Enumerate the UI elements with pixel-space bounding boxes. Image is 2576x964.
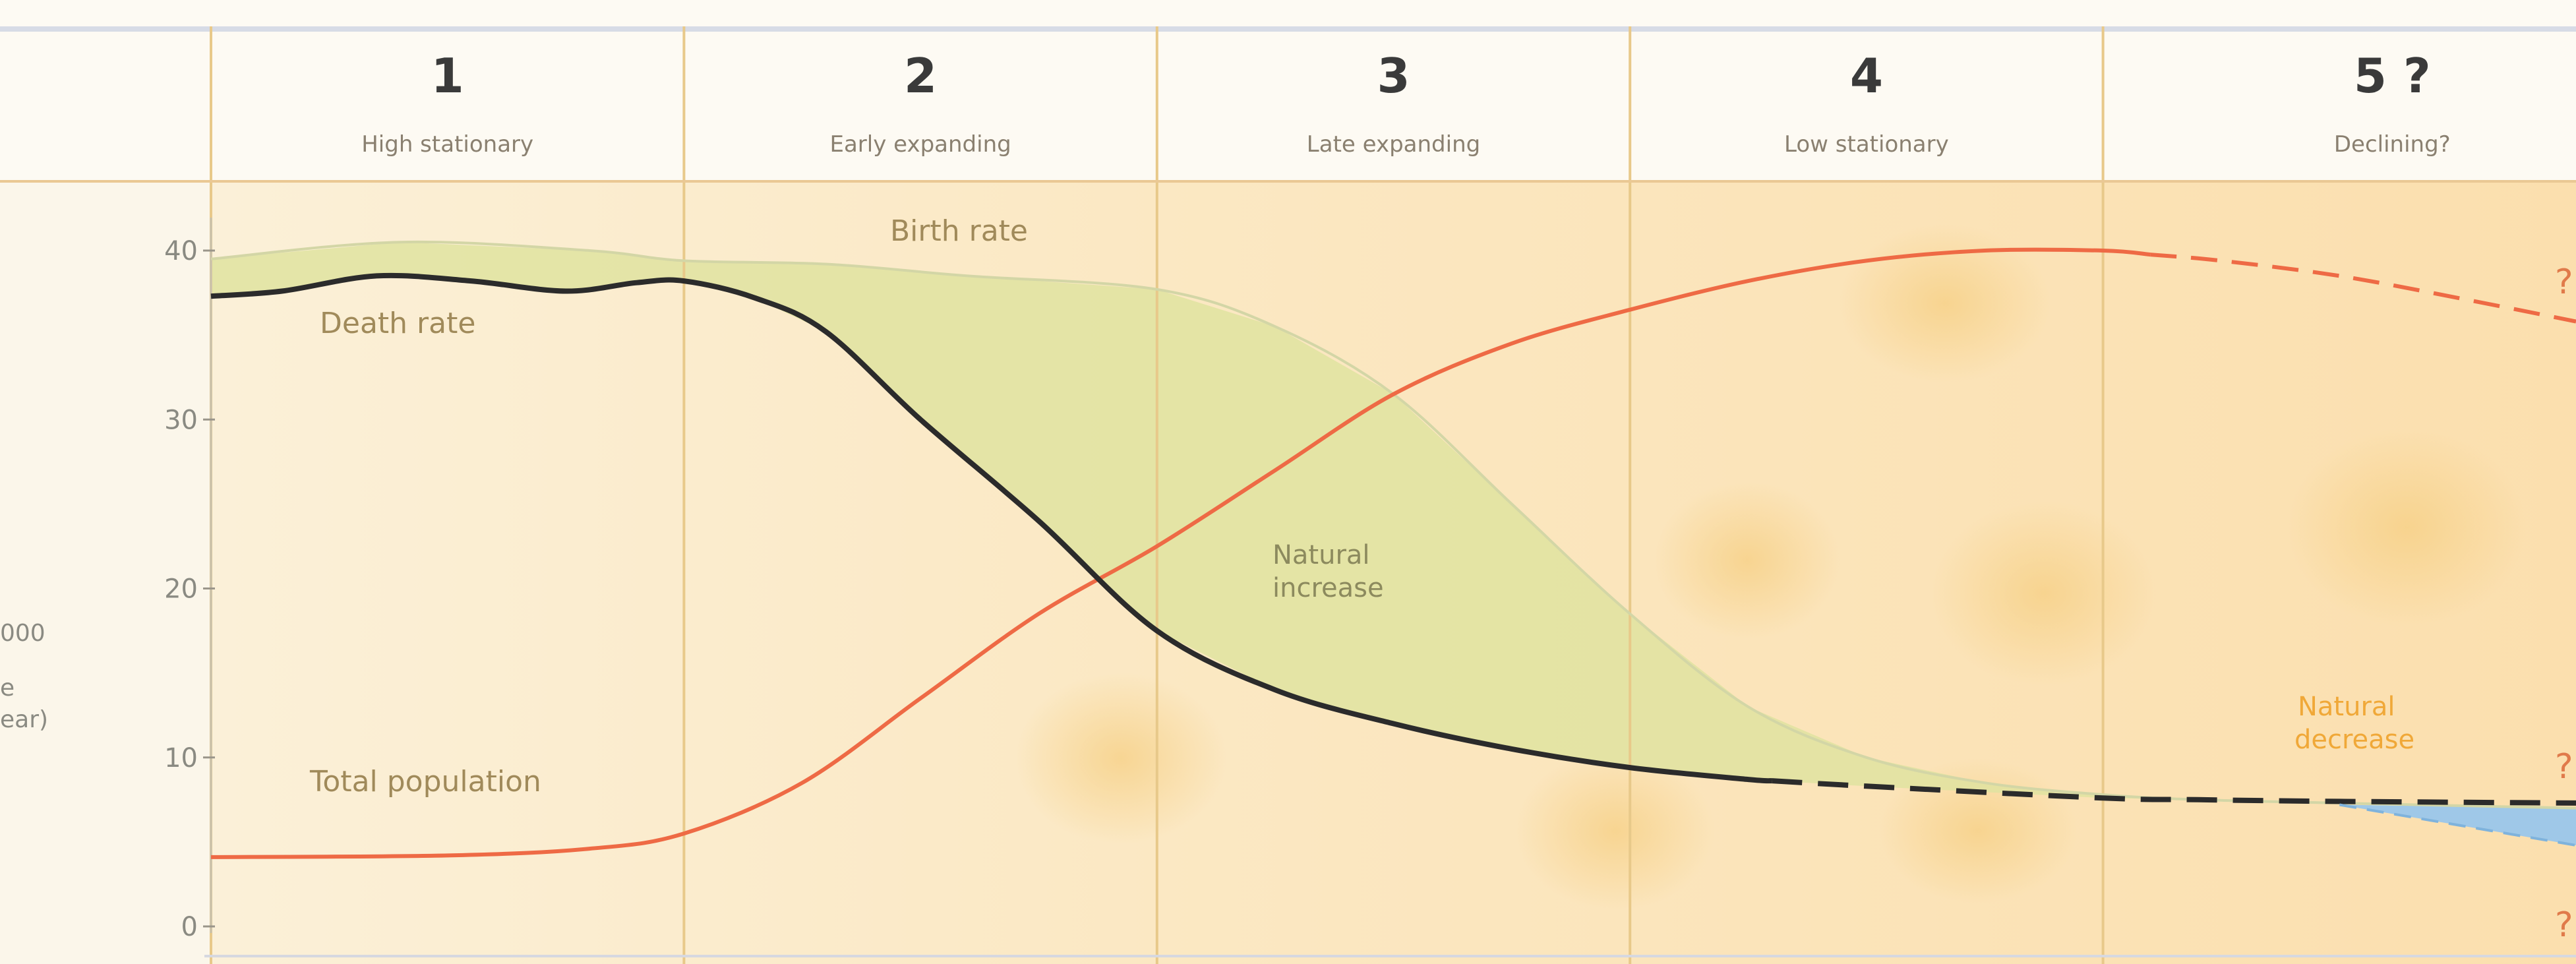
death-rate-label: Death rate bbox=[320, 307, 475, 340]
y-axis-label-line3: ear) bbox=[0, 706, 48, 733]
stage-label-1: High stationary bbox=[361, 131, 533, 158]
birth-rate-projection bbox=[2339, 803, 2576, 847]
header-top-rule bbox=[0, 26, 2576, 32]
y-axis-label-line1: 000 bbox=[0, 620, 45, 647]
background-texture bbox=[1015, 224, 2525, 910]
death-rate-line bbox=[210, 272, 1772, 784]
y-tick-label-30: 30 bbox=[164, 405, 198, 435]
stage-label-4: Low stationary bbox=[1784, 131, 1949, 158]
stage-number-2: 2 bbox=[904, 48, 937, 104]
birth-rate-line bbox=[210, 240, 2576, 810]
stage-number-1: 1 bbox=[431, 48, 464, 104]
death-rate-projection bbox=[1772, 778, 2576, 806]
stage-number-3: 3 bbox=[1377, 48, 1410, 104]
stage-label-3: Late expanding bbox=[1307, 131, 1480, 158]
y-axis-label: 000 e ear) bbox=[0, 620, 48, 733]
question-mark-population: ? bbox=[2555, 262, 2573, 302]
natural-decrease-label-line1: Natural bbox=[2298, 692, 2395, 722]
y-tick-label-10: 10 bbox=[164, 743, 198, 773]
natural-increase-label-line1: Natural bbox=[1273, 540, 1370, 570]
question-mark-death-rate: ? bbox=[2555, 747, 2573, 787]
y-axis-label-line2: e bbox=[0, 675, 15, 702]
annotations: Birth rate Death rate Total population N… bbox=[309, 214, 2573, 945]
natural-increase-area bbox=[211, 242, 2151, 799]
question-mark-birth-rate: ? bbox=[2555, 905, 2573, 945]
y-tick-label-20: 20 bbox=[164, 574, 198, 605]
total-population-line bbox=[210, 247, 2151, 859]
birth-rate-label: Birth rate bbox=[890, 214, 1028, 248]
total-population-projection bbox=[2150, 253, 2576, 324]
stage-label-5: Declining? bbox=[2334, 131, 2451, 158]
y-axis: 0 10 20 30 40 bbox=[164, 218, 2576, 957]
natural-decrease-label-line2: decrease bbox=[2294, 725, 2414, 755]
stage-number-5: 5 ? bbox=[2354, 48, 2431, 104]
natural-increase-label-line2: increase bbox=[1273, 573, 1384, 603]
stage-header: 1 High stationary 2 Early expanding 3 Late ex… bbox=[0, 48, 2576, 183]
y-tick-label-0: 0 bbox=[181, 912, 198, 942]
stage-label-2: Early expanding bbox=[829, 131, 1011, 158]
stage-number-4: 4 bbox=[1850, 48, 1883, 104]
total-population-label: Total population bbox=[309, 765, 541, 798]
y-tick-label-40: 40 bbox=[164, 236, 198, 266]
series-lines bbox=[210, 240, 2576, 859]
